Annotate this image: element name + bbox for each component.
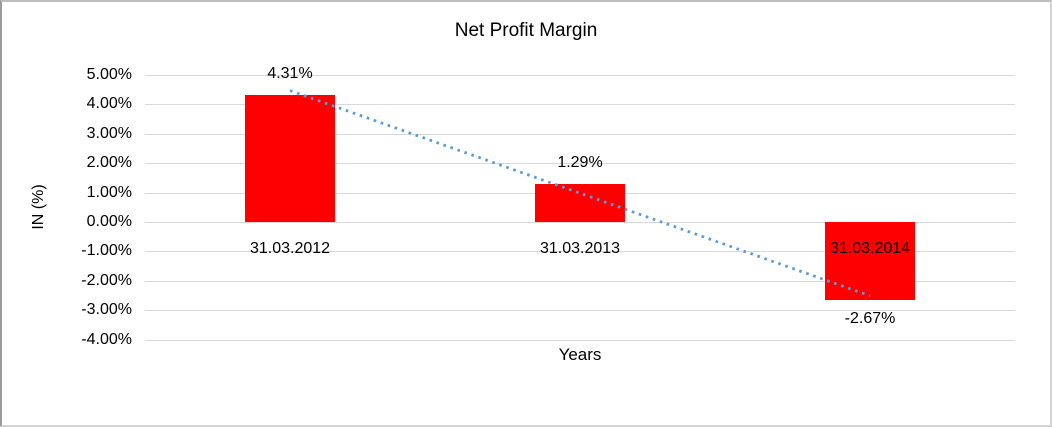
y-axis-tick-label: -2.00% [81,271,132,289]
category-label: 31.03.2013 [539,240,621,257]
gridline [145,222,1015,223]
gridline [145,104,1015,106]
category-label: 31.03.2014 [829,240,911,257]
gridline [145,280,1015,282]
y-axis-tick-label: 5.00% [86,66,132,83]
gridline [145,163,1015,165]
y-axis-tick-label: -4.00% [81,330,132,348]
gridline [145,339,1015,341]
gridline [145,133,1015,135]
trendline [289,89,871,298]
trendline-path [289,89,871,298]
gridline [145,75,1015,76]
x-axis-title: Years [558,345,602,364]
data-label: 4.31% [267,65,313,83]
y-axis-tick-label: -3.00% [81,301,132,319]
bar-31.03.2012 [245,95,335,222]
y-axis-tick-label: 0.00% [86,213,132,230]
y-axis-tick-label: 2.00% [86,154,132,172]
data-label: -2.67% [844,310,896,328]
chart-title: Net Profit Margin [454,20,598,41]
y-axis-title: IN (%) [30,184,47,230]
bar-31.03.2014 [825,222,915,301]
data-label: 1.29% [557,154,603,172]
category-label: 31.03.2012 [249,240,331,257]
gridline [145,310,1015,312]
y-axis-tick-label: -1.00% [81,242,132,260]
bar-31.03.2013 [535,184,625,222]
y-axis-tick-label: 4.00% [86,95,132,113]
gridline [145,251,1015,253]
y-axis-tick-label: 3.00% [86,124,132,142]
y-axis-tick-label: 1.00% [86,183,132,201]
